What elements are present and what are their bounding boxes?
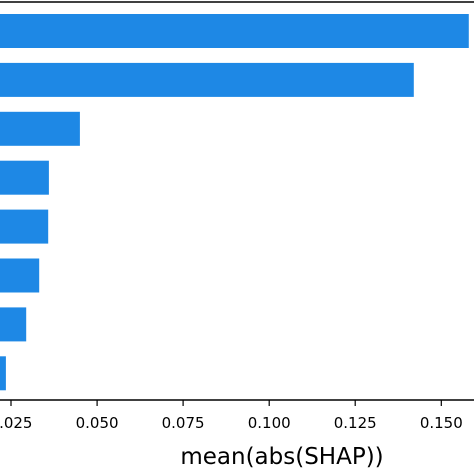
bar-2 xyxy=(0,62,414,97)
x-tick-label-5: 0.125 xyxy=(334,414,377,432)
bars-group xyxy=(0,14,469,391)
x-tick-label-3: 0.075 xyxy=(162,414,205,432)
x-tick-label-2: 0.050 xyxy=(76,414,119,432)
x-tick-label-4: 0.100 xyxy=(248,414,291,432)
bar-7 xyxy=(0,307,27,342)
bar-8 xyxy=(0,356,6,391)
x-tick-label-6: 0.150 xyxy=(420,414,463,432)
x-axis-label: mean(abs(SHAP)) xyxy=(180,444,383,470)
x-axis-ticks: 0.025 0.050 0.075 0.100 0.125 0.150 xyxy=(0,400,463,432)
bar-3 xyxy=(0,111,80,146)
bar-4 xyxy=(0,160,49,195)
bar-1 xyxy=(0,14,469,48)
bar-5 xyxy=(0,209,49,244)
bar-6 xyxy=(0,258,40,293)
x-tick-label-1: 0.025 xyxy=(0,414,32,432)
